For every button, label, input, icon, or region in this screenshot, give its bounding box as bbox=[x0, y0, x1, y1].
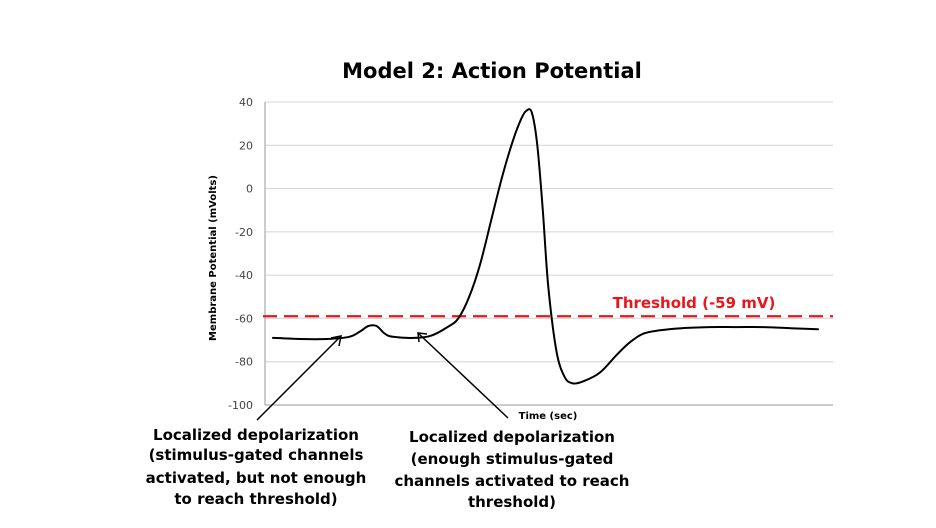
y-axis-label: Membrane Potential (mVolts) bbox=[208, 175, 219, 341]
y-tick-label: 20 bbox=[239, 139, 253, 152]
y-tick-label: 40 bbox=[239, 96, 253, 109]
chart-title: Model 2: Action Potential bbox=[342, 59, 642, 83]
annotation-2-line: (enough stimulus-gated bbox=[411, 450, 614, 468]
action-potential-curve bbox=[272, 108, 819, 385]
annotation-2-line: Localized depolarization bbox=[409, 428, 615, 446]
annotation-1-line: Localized depolarization bbox=[153, 426, 359, 444]
annotation-2: Localized depolarization (enough stimulu… bbox=[394, 428, 629, 511]
annotation-1-line: to reach threshold) bbox=[174, 490, 337, 508]
y-tick-label: 0 bbox=[246, 183, 253, 196]
annotation-2-line: channels activated to reach bbox=[394, 472, 629, 490]
gridlines bbox=[265, 101, 833, 406]
y-tick-label: -100 bbox=[228, 399, 253, 412]
threshold-label: Threshold (-59 mV) bbox=[613, 294, 776, 312]
annotation-1-line: activated, but not enough bbox=[146, 469, 367, 487]
annotation-1-line: (stimulus-gated channels bbox=[149, 446, 364, 464]
y-tick-label: -20 bbox=[235, 226, 253, 239]
y-tick-label: -40 bbox=[235, 269, 253, 282]
x-axis-label: Time (sec) bbox=[519, 411, 578, 422]
annotation-arrow-2 bbox=[417, 332, 509, 419]
y-tick-label: -80 bbox=[235, 356, 253, 369]
annotation-arrow-1 bbox=[256, 335, 342, 421]
y-tick-labels: 40 20 0 -20 -40 -60 -80 -100 bbox=[228, 96, 253, 412]
y-tick-label: -60 bbox=[235, 312, 253, 325]
annotation-2-line: threshold) bbox=[468, 493, 556, 511]
annotation-1: Localized depolarization (stimulus-gated… bbox=[146, 426, 367, 508]
